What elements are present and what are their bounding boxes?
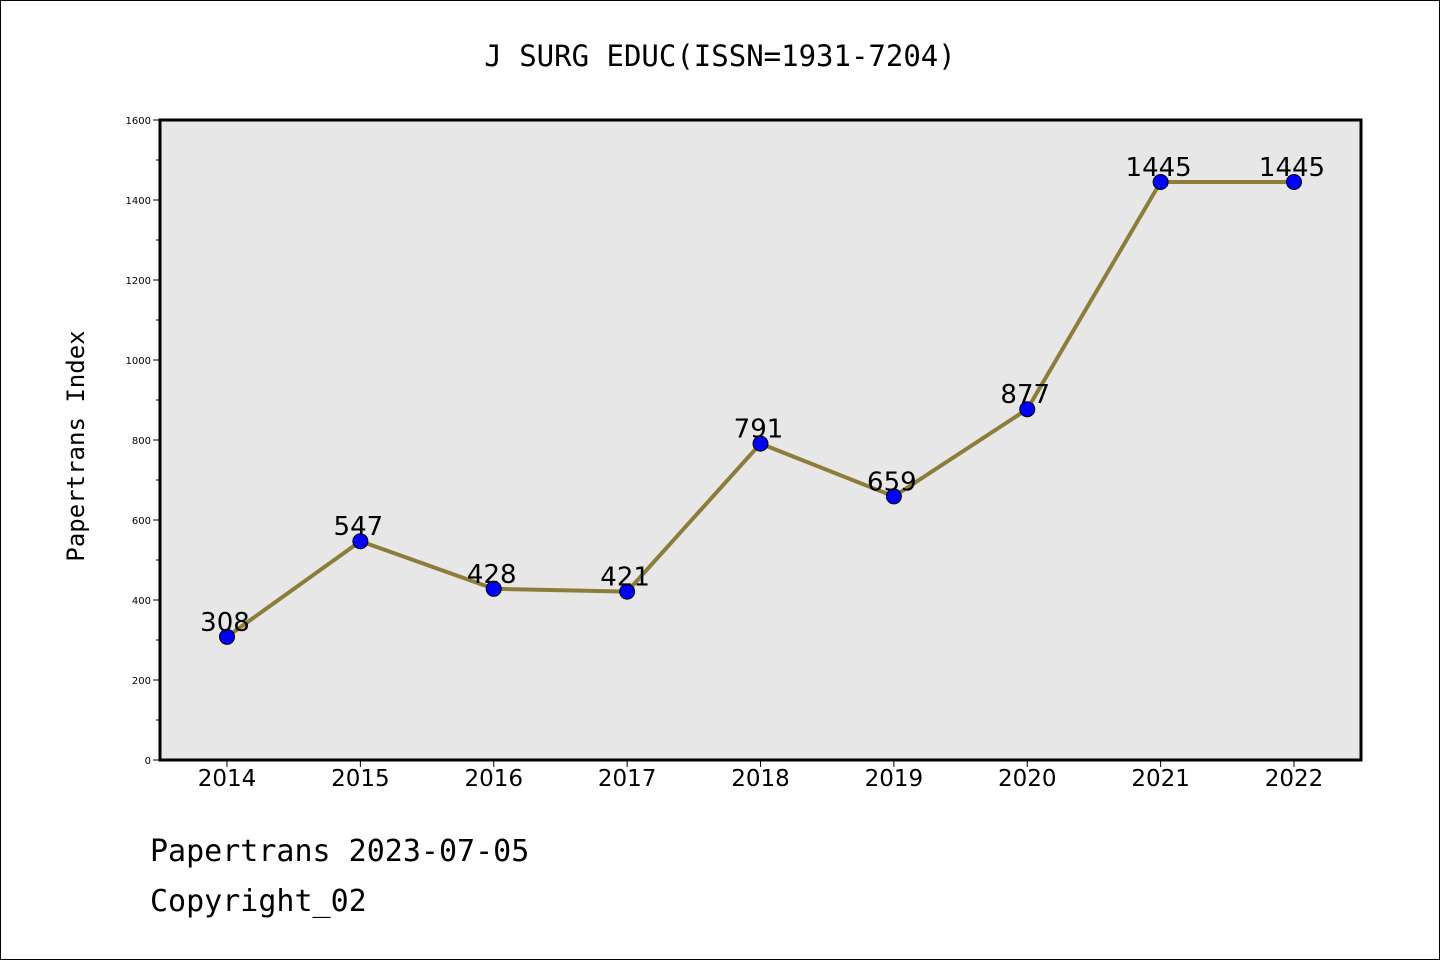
data-label: 791 bbox=[734, 415, 784, 445]
y-axis: 0 200 400 600 800 1000 1200 1400 1600 bbox=[126, 116, 160, 767]
y-tick-label: 600 bbox=[132, 516, 151, 527]
data-labels-group: 308 547 428 421 791 659 877 1445 1445 bbox=[200, 153, 1325, 638]
data-point-marker bbox=[1152, 174, 1169, 190]
data-point-marker bbox=[752, 435, 769, 452]
y-tick-label: 1000 bbox=[126, 356, 151, 367]
data-label: 659 bbox=[867, 467, 917, 497]
y-tick-label: 1400 bbox=[126, 196, 151, 207]
data-point-marker bbox=[885, 488, 902, 505]
y-tick-label: 800 bbox=[132, 436, 151, 447]
footer-copyright-text: Copyright_02 bbox=[150, 884, 367, 919]
data-point-marker bbox=[1019, 401, 1036, 418]
y-tick-label: 0 bbox=[145, 756, 151, 767]
chart-title: J SURG EDUC(ISSN=1931-7204) bbox=[484, 39, 955, 73]
data-label: 421 bbox=[600, 563, 650, 593]
x-tick-label: 2017 bbox=[598, 766, 657, 792]
data-label: 428 bbox=[467, 560, 517, 590]
x-tick-label: 2014 bbox=[198, 766, 257, 792]
data-label: 877 bbox=[1000, 380, 1050, 410]
x-tick-label: 2022 bbox=[1265, 766, 1324, 792]
data-point-marker bbox=[1286, 174, 1302, 190]
series-group bbox=[219, 174, 1302, 645]
data-label: 1445 bbox=[1126, 153, 1192, 183]
x-tick-label: 2018 bbox=[731, 766, 790, 792]
data-label: 1445 bbox=[1259, 153, 1325, 183]
data-label: 547 bbox=[334, 512, 384, 542]
x-tick-label: 2019 bbox=[865, 766, 924, 792]
x-tick-label: 2020 bbox=[998, 766, 1057, 792]
x-tick-label: 2021 bbox=[1131, 766, 1190, 792]
x-tick-label: 2015 bbox=[331, 766, 390, 792]
data-point-marker bbox=[485, 580, 502, 597]
y-tick-label: 200 bbox=[132, 676, 151, 687]
x-axis: 2014 2015 2016 2017 2018 2019 2020 2021 2022 bbox=[198, 760, 1324, 792]
data-point-marker bbox=[352, 533, 369, 550]
footer-date-text: Papertrans 2023-07-05 bbox=[150, 834, 530, 869]
x-tick-label: 2016 bbox=[464, 766, 523, 792]
y-tick-label: 1600 bbox=[126, 116, 151, 127]
y-tick-label: 400 bbox=[132, 596, 151, 607]
data-point-marker bbox=[219, 628, 235, 645]
data-point-marker bbox=[619, 583, 636, 600]
y-axis-label: Papertrans Index bbox=[62, 330, 90, 561]
y-tick-label: 1200 bbox=[126, 276, 151, 287]
data-label: 308 bbox=[200, 608, 250, 638]
